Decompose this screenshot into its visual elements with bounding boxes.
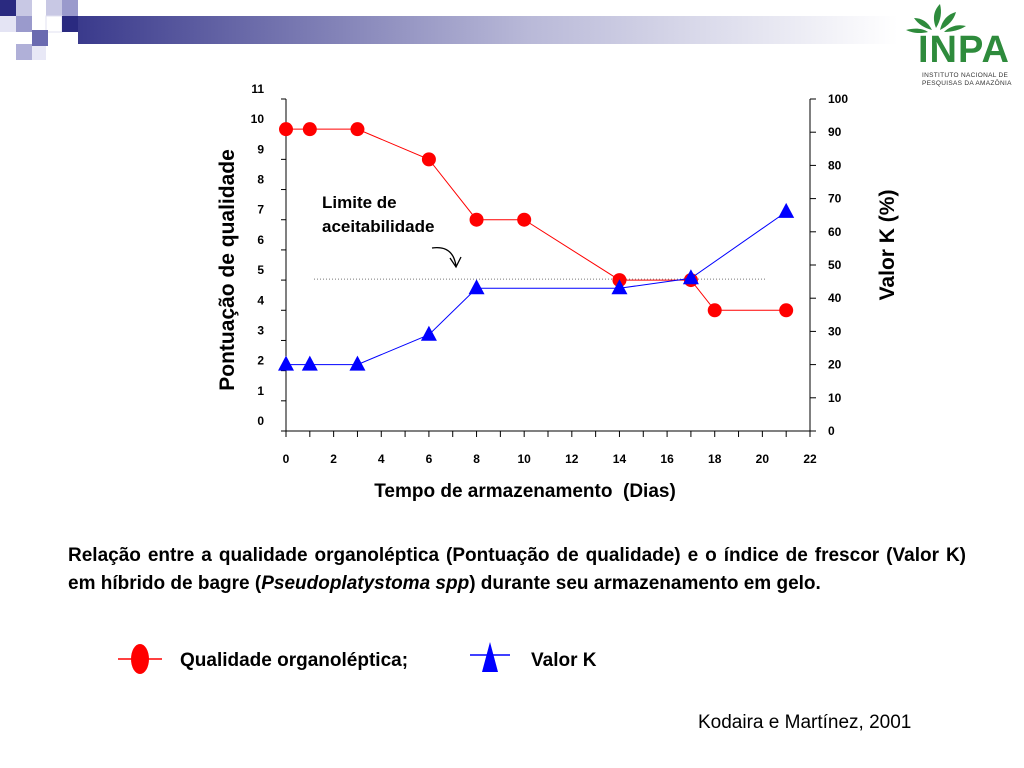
quality-series-line bbox=[286, 128, 787, 311]
x-tick-label: 14 bbox=[613, 452, 627, 466]
quality-k-value-chart: 0 2 4 6 8 10 12 14 16 18 20 22012345678910110102030… bbox=[216, 82, 899, 502]
k-value-point bbox=[278, 355, 294, 371]
x-tick-label: 8 bbox=[473, 452, 480, 466]
inpa-logo: INPA INSTITUTO NACIONAL DE PESQUISAS DA … bbox=[896, 0, 1024, 92]
caption-species: Pseudoplatystoma spp bbox=[261, 573, 470, 594]
y-axis-right-label: Valor K (%) bbox=[876, 190, 899, 301]
header-decoration bbox=[0, 0, 898, 60]
y-left-tick-label: 0 bbox=[257, 414, 264, 428]
y-right-tick-label: 10 bbox=[828, 391, 842, 405]
y-right-tick-label: 60 bbox=[828, 225, 842, 239]
deco-square bbox=[16, 0, 32, 16]
deco-square bbox=[32, 46, 46, 60]
quality-point bbox=[350, 122, 365, 137]
chart-axes bbox=[285, 99, 811, 432]
k-value-point bbox=[778, 202, 795, 218]
deco-square bbox=[16, 16, 32, 32]
y-right-tick-label: 50 bbox=[828, 258, 842, 272]
y-left-tick-label: 9 bbox=[257, 142, 264, 156]
deco-square bbox=[62, 0, 78, 16]
deco-square bbox=[16, 44, 32, 60]
x-tick-label: 2 bbox=[330, 452, 337, 466]
caption-part1: Relação entre a qualidade organoléptica … bbox=[68, 545, 966, 594]
x-tick-label: 4 bbox=[378, 452, 385, 466]
x-tick-label: 10 bbox=[518, 452, 532, 466]
quality-point bbox=[779, 303, 794, 318]
quality-point bbox=[707, 303, 722, 318]
y-left-tick-label: 6 bbox=[257, 233, 264, 247]
x-axis-label: Tempo de armazenamento (Dias) bbox=[374, 481, 676, 502]
x-tick-label: 16 bbox=[660, 452, 674, 466]
y-left-tick-label: 4 bbox=[257, 293, 264, 307]
y-left-tick-label: 3 bbox=[257, 323, 264, 337]
y-right-tick-label: 70 bbox=[828, 192, 842, 206]
k-value-point bbox=[468, 279, 485, 295]
annotation-line2: aceitabilidade bbox=[322, 217, 434, 236]
figure-caption: Relação entre a qualidade organoléptica … bbox=[68, 542, 966, 598]
y-right-tick-label: 90 bbox=[828, 125, 842, 139]
deco-square bbox=[62, 16, 78, 32]
y-left-tick-label: 2 bbox=[257, 354, 264, 368]
chart-legend: Qualidade organoléptica; Valor K bbox=[110, 640, 670, 680]
quality-point bbox=[279, 122, 293, 137]
y-left-tick-label: 1 bbox=[257, 384, 264, 398]
logo-subtitle-line2: PESQUISAS DA AMAZÔNIA bbox=[922, 80, 1012, 87]
y-left-tick-label: 11 bbox=[251, 82, 264, 96]
quality-point bbox=[517, 212, 532, 227]
y-right-tick-label: 80 bbox=[828, 158, 842, 172]
x-tick-label: 18 bbox=[708, 452, 722, 466]
y-right-tick-label: 0 bbox=[828, 424, 835, 438]
x-tick-label: 0 bbox=[283, 452, 290, 466]
leaf-icon bbox=[906, 4, 966, 34]
y-left-tick-label: 7 bbox=[257, 203, 264, 217]
k-value-point bbox=[682, 269, 699, 285]
k-value-point bbox=[611, 279, 628, 295]
header-gradient-bar bbox=[78, 16, 898, 44]
deco-square bbox=[32, 30, 48, 46]
k-value-point bbox=[349, 355, 366, 371]
x-tick-label: 22 bbox=[803, 452, 817, 466]
deco-square bbox=[0, 16, 16, 32]
y-left-tick-label: 5 bbox=[257, 263, 264, 277]
legend-circle-marker-icon bbox=[118, 644, 162, 674]
y-left-tick-label: 8 bbox=[257, 173, 264, 187]
legend-triangle-marker-icon bbox=[470, 642, 510, 672]
caption-part2: ) durante seu armazenamento em gelo. bbox=[469, 573, 821, 594]
deco-square bbox=[46, 0, 62, 16]
y-left-tick-label: 10 bbox=[251, 112, 265, 126]
quality-point bbox=[302, 122, 317, 137]
logo-subtitle-line1: INSTITUTO NACIONAL DE bbox=[922, 72, 1009, 79]
k-value-point bbox=[420, 325, 437, 341]
logo-brand: INPA bbox=[918, 29, 1010, 71]
citation: Kodaira e Martínez, 2001 bbox=[698, 712, 912, 733]
k-value-point bbox=[301, 355, 318, 371]
k-value-series-line bbox=[286, 211, 787, 366]
x-tick-label: 12 bbox=[565, 452, 579, 466]
y-right-tick-label: 30 bbox=[828, 324, 842, 338]
quality-point bbox=[421, 152, 436, 167]
y-axis-left-label: Pontuação de qualidade bbox=[216, 149, 239, 391]
y-right-tick-label: 100 bbox=[828, 92, 848, 106]
chart-series bbox=[278, 122, 795, 371]
x-tick-label: 6 bbox=[426, 452, 433, 466]
quality-point bbox=[469, 212, 484, 227]
x-tick-label: 20 bbox=[756, 452, 770, 466]
annotation-arrow-icon bbox=[431, 246, 462, 269]
legend-quality-label: Qualidade organoléptica; bbox=[180, 650, 409, 671]
y-right-tick-label: 20 bbox=[828, 358, 842, 372]
legend-k-label: Valor K bbox=[531, 650, 597, 671]
y-right-tick-label: 40 bbox=[828, 291, 842, 305]
annotation-line1: Limite de bbox=[322, 193, 397, 212]
deco-square bbox=[0, 0, 16, 16]
logo-subtitle: INSTITUTO NACIONAL DE PESQUISAS DA AMAZÔ… bbox=[922, 72, 1022, 88]
chart-ticks: 0 2 4 6 8 10 12 14 16 18 20 22012345678910110102030… bbox=[251, 82, 849, 466]
